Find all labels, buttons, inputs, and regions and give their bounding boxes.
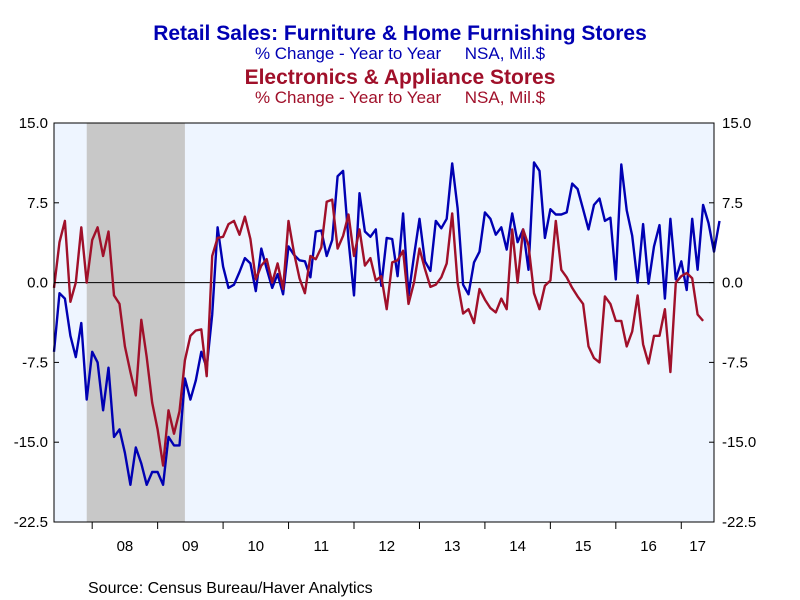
x-tick-label: 13 [444,538,461,555]
x-tick-label: 16 [640,538,657,555]
y-tick-label-right: -7.5 [722,354,748,371]
series-line-1 [52,161,721,486]
chart-title-line: % Change - Year to Year NSA, Mil.$ [255,44,546,63]
x-tick-label: 12 [378,538,395,555]
x-tick-label: 14 [509,538,526,555]
y-axis-right: 15.0 7.5 0.0 -7.5 -15.0 -22.5 [709,115,756,531]
chart-title-line: Retail Sales: Furniture & Home Furnishin… [153,22,647,45]
x-tick-label: 10 [247,538,264,555]
chart-titles: Retail Sales: Furniture & Home Furnishin… [153,22,647,107]
plot-frame [53,122,715,523]
y-tick-label-right: -15.0 [722,434,756,451]
x-tick-label: 09 [182,538,199,555]
x-tick-label: 17 [689,538,706,555]
source-note: Source: Census Bureau/Haver Analytics [88,580,373,597]
recession-band [86,123,185,522]
y-tick-label-left: 15.0 [19,115,48,132]
chart-title-line: Electronics & Appliance Stores [245,66,556,89]
y-tick-label-left: -22.5 [14,514,48,531]
series-layer [52,161,721,486]
y-tick-label-left: 0.0 [27,275,48,292]
y-tick-label-right: 15.0 [722,115,751,132]
y-tick-label-left: 7.5 [27,195,48,212]
y-tick-label-right: -22.5 [722,514,756,531]
x-tick-label: 08 [117,538,134,555]
y-tick-label-left: -7.5 [22,354,48,371]
y-tick-label-right: 0.0 [722,275,743,292]
y-tick-label-right: 7.5 [722,195,743,212]
y-tick-label-left: -15.0 [14,434,48,451]
x-tick-label: 15 [575,538,592,555]
x-tick-label: 11 [313,538,329,555]
series-line-2 [52,198,705,467]
chart-title-line: % Change - Year to Year NSA, Mil.$ [255,88,546,107]
x-axis: 08 09 10 11 12 13 14 15 16 17 [91,522,706,555]
y-axis-left: 15.0 7.5 0.0 -7.5 -15.0 -22.5 [14,115,59,531]
